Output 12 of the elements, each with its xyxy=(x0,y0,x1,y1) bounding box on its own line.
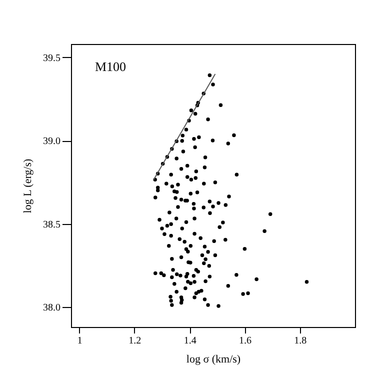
y-tick-label: 38.0 xyxy=(43,302,60,314)
x-axis-title: log σ (km/s) xyxy=(186,354,241,366)
x-tick-label: 1.4 xyxy=(184,336,196,346)
x-tick-label: 1.6 xyxy=(238,336,252,346)
x-tick-label: 1.2 xyxy=(128,336,142,346)
text: M100 xyxy=(95,59,126,74)
y-axis-title: log L (erg/s) xyxy=(22,158,34,214)
y-tick-label: 39.5 xyxy=(43,52,60,64)
x-tick-label: 1 xyxy=(77,336,82,346)
y-tick-label: 39.0 xyxy=(43,136,60,148)
y-tick-label: 38.5 xyxy=(43,219,60,230)
x-tick-label: 1.8 xyxy=(294,336,307,346)
